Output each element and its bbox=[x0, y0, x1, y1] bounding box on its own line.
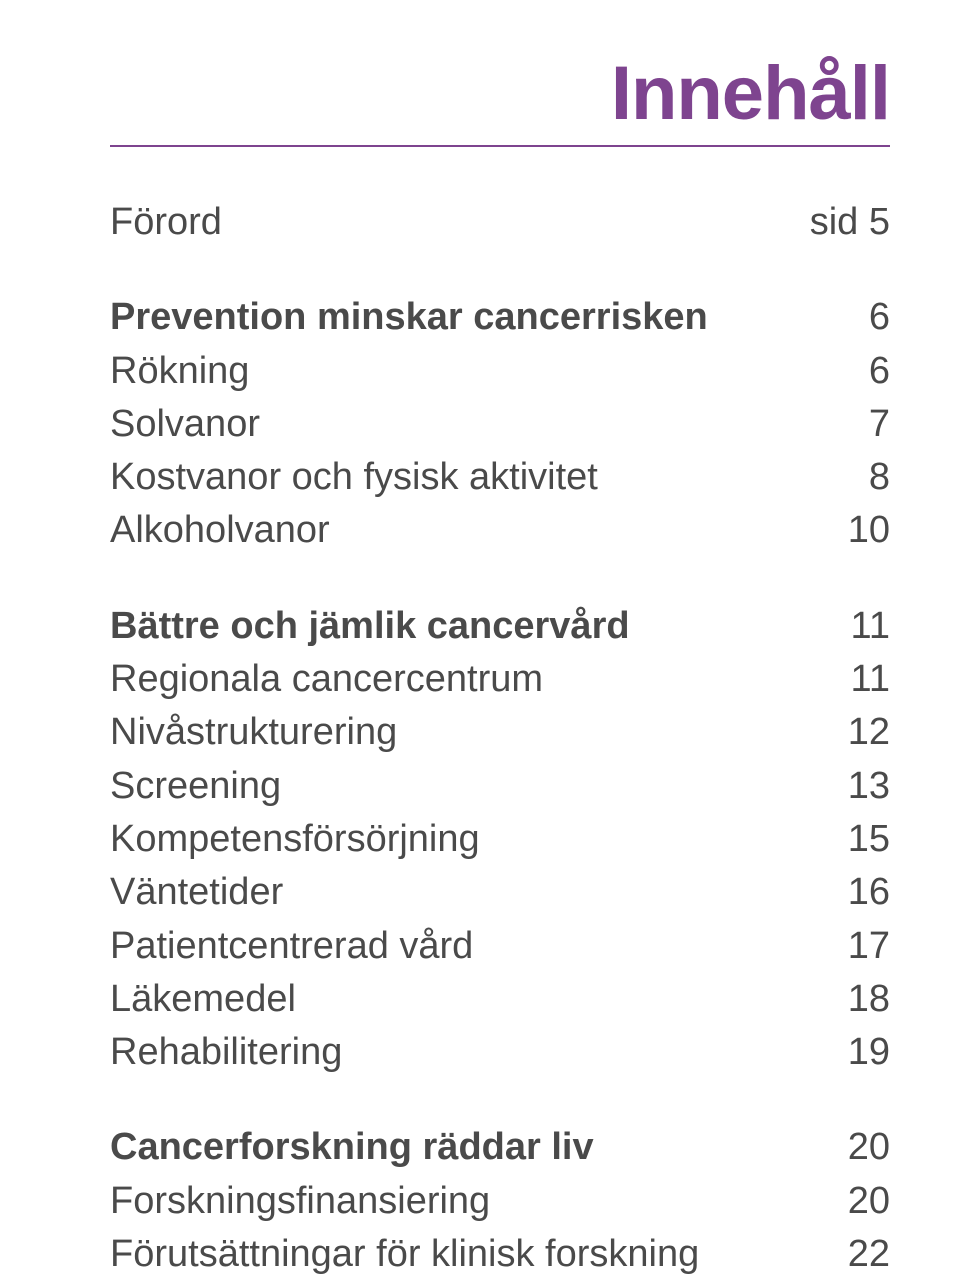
toc-row-label: Nivåstrukturering bbox=[110, 707, 790, 758]
toc-row-page: 18 bbox=[790, 974, 890, 1025]
toc-row-page: 20 bbox=[790, 1122, 890, 1173]
toc-row: Alkoholvanor10 bbox=[110, 505, 890, 556]
toc-row-page: 6 bbox=[790, 292, 890, 343]
toc-row-page: 8 bbox=[790, 452, 890, 503]
toc-row-page: 12 bbox=[790, 707, 890, 758]
toc-row-page: 11 bbox=[790, 654, 890, 705]
toc-row: Forskningsfinansiering20 bbox=[110, 1176, 890, 1227]
toc-row: Rehabilitering19 bbox=[110, 1027, 890, 1078]
toc-row-page: 16 bbox=[790, 867, 890, 918]
toc-row-label: Rehabilitering bbox=[110, 1027, 790, 1078]
page-title: Innehåll bbox=[110, 50, 890, 147]
toc-row-page: 11 bbox=[790, 601, 890, 652]
toc-row: Patientcentrerad vård17 bbox=[110, 921, 890, 972]
toc-row: Cancerforskning räddar liv20 bbox=[110, 1122, 890, 1173]
toc-row-page: 10 bbox=[790, 505, 890, 556]
toc-row-label: Solvanor bbox=[110, 399, 790, 450]
toc-row-label: Kostvanor och fysisk aktivitet bbox=[110, 452, 790, 503]
toc-row-label: Alkoholvanor bbox=[110, 505, 790, 556]
toc-row: Väntetider16 bbox=[110, 867, 890, 918]
toc-row-label: Väntetider bbox=[110, 867, 790, 918]
section-spacer bbox=[110, 559, 890, 601]
toc-row: Bättre och jämlik cancervård11 bbox=[110, 601, 890, 652]
toc-row-label: Forskningsfinansiering bbox=[110, 1176, 790, 1227]
toc-row: Förutsättningar för klinisk forskning22 bbox=[110, 1229, 890, 1280]
toc-row: Regionala cancercentrum11 bbox=[110, 654, 890, 705]
toc-row-label: Kompetensförsörjning bbox=[110, 814, 790, 865]
toc-row: Kompetensförsörjning15 bbox=[110, 814, 890, 865]
toc-row-page: 7 bbox=[790, 399, 890, 450]
toc-row-page: 13 bbox=[790, 761, 890, 812]
toc-row: Nivåstrukturering12 bbox=[110, 707, 890, 758]
toc-row-label: Screening bbox=[110, 761, 790, 812]
toc-row-label: Cancerforskning räddar liv bbox=[110, 1122, 790, 1173]
toc-row-page: 6 bbox=[790, 346, 890, 397]
toc-row-page: 15 bbox=[790, 814, 890, 865]
toc-row-page: 19 bbox=[790, 1027, 890, 1078]
toc-row: Kostvanor och fysisk aktivitet8 bbox=[110, 452, 890, 503]
table-of-contents: Förordsid 5Prevention minskar cancerrisk… bbox=[110, 197, 890, 1280]
toc-row: Läkemedel18 bbox=[110, 974, 890, 1025]
section-spacer bbox=[110, 250, 890, 292]
toc-row-label: Prevention minskar cancerrisken bbox=[110, 292, 790, 343]
toc-row-label: Förord bbox=[110, 197, 790, 248]
toc-row-page: 22 bbox=[790, 1229, 890, 1280]
toc-row: Förordsid 5 bbox=[110, 197, 890, 248]
toc-row: Solvanor7 bbox=[110, 399, 890, 450]
toc-row-label: Läkemedel bbox=[110, 974, 790, 1025]
toc-row-page: sid 5 bbox=[790, 197, 890, 248]
section-spacer bbox=[110, 1080, 890, 1122]
toc-row-label: Förutsättningar för klinisk forskning bbox=[110, 1229, 790, 1280]
toc-row-label: Patientcentrerad vård bbox=[110, 921, 790, 972]
toc-row: Screening13 bbox=[110, 761, 890, 812]
toc-row: Prevention minskar cancerrisken6 bbox=[110, 292, 890, 343]
toc-row-page: 17 bbox=[790, 921, 890, 972]
toc-row-label: Rökning bbox=[110, 346, 790, 397]
toc-row-label: Bättre och jämlik cancervård bbox=[110, 601, 790, 652]
toc-row-label: Regionala cancercentrum bbox=[110, 654, 790, 705]
toc-row-page: 20 bbox=[790, 1176, 890, 1227]
toc-row: Rökning6 bbox=[110, 346, 890, 397]
